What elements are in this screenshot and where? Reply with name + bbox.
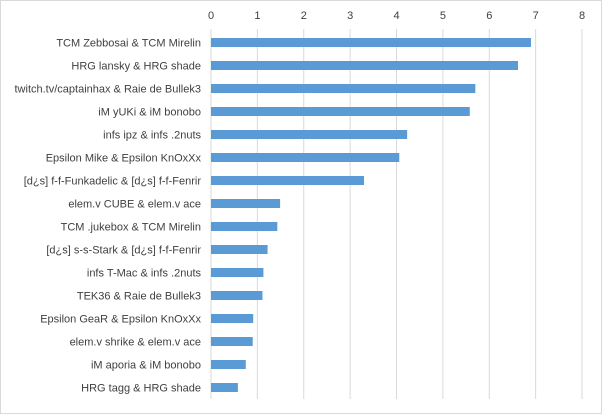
category-label: iM aporia & iM bonobo <box>91 360 201 372</box>
bar <box>211 199 281 208</box>
x-tick-label: 6 <box>486 10 492 22</box>
category-label: infs ipz & infs .2nuts <box>103 130 201 142</box>
category-label: elem.v shrike & elem.v ace <box>70 337 201 349</box>
category-label: [d¿s] s-s-Stark & [d¿s] f-f-Fenrir <box>46 245 201 257</box>
bar <box>211 291 263 300</box>
category-label: TCM .jukebox & TCM Mirelin <box>61 222 201 234</box>
bar <box>211 38 531 47</box>
bar <box>211 61 519 70</box>
category-label: iM yUKi & iM bonobo <box>98 107 201 119</box>
category-label: Epsilon Mike & Epsilon KnOxXx <box>46 153 202 165</box>
x-tick-label: 7 <box>533 10 539 22</box>
x-tick-label: 4 <box>393 10 399 22</box>
x-axis-tick-labels: 0 1 2 3 4 5 6 7 8 <box>208 10 585 22</box>
bar <box>211 222 278 231</box>
category-label: HRG lansky & HRG shade <box>71 61 201 73</box>
x-tick-label: 3 <box>347 10 353 22</box>
bar <box>211 383 238 392</box>
x-tick-label: 8 <box>579 10 585 22</box>
category-labels: TCM Zebbosai & TCM Mirelin HRG lansky & H… <box>15 38 202 395</box>
bar <box>211 337 253 346</box>
bars <box>211 38 531 392</box>
category-label: [d¿s] f-f-Funkadelic & [d¿s] f-f-Fenrir <box>24 176 202 188</box>
bar <box>211 314 254 323</box>
bar <box>211 84 476 93</box>
x-tick-label: 2 <box>301 10 307 22</box>
category-label: Epsilon GeaR & Epsilon KnOxXx <box>40 314 201 326</box>
category-label: elem.v CUBE & elem.v ace <box>68 199 201 211</box>
bar <box>211 130 408 139</box>
x-tick-label: 5 <box>440 10 446 22</box>
category-label: HRG tagg & HRG shade <box>81 383 201 395</box>
bar <box>211 245 268 254</box>
bar <box>211 268 264 277</box>
category-label: infs T-Mac & infs .2nuts <box>87 268 202 280</box>
bar <box>211 107 470 116</box>
category-label: twitch.tv/captainhax & Raie de Bullek3 <box>15 84 202 96</box>
bar <box>211 176 365 185</box>
bar <box>211 360 246 369</box>
x-tick-label: 1 <box>254 10 260 22</box>
bar <box>211 153 400 162</box>
category-label: TCM Zebbosai & TCM Mirelin <box>56 38 201 50</box>
x-tick-label: 0 <box>208 10 214 22</box>
category-label: TEK36 & Raie de Bullek3 <box>77 291 201 303</box>
